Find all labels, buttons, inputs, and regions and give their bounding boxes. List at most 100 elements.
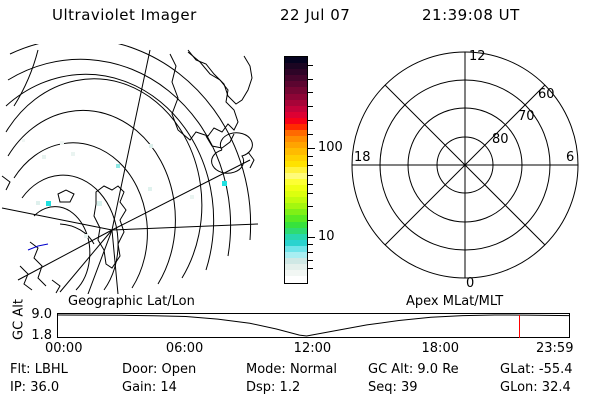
colorbar-minor-tick	[308, 133, 313, 135]
colorbar-segment	[285, 63, 307, 70]
colorbar-segment	[285, 197, 307, 204]
colorbar-segment	[285, 276, 307, 283]
status-value: 14	[156, 380, 177, 395]
status-glat: GLat: -55.4	[500, 362, 573, 377]
timeline-xtick-label: 12:00	[293, 341, 332, 356]
instrument-title: Ultraviolet Imager	[52, 6, 197, 24]
colorbar-segment	[285, 136, 307, 143]
status-value: Normal	[285, 362, 337, 377]
status-door: Door: Open	[122, 362, 196, 377]
status-label: GC Alt:	[368, 362, 414, 377]
colorbar-segment	[285, 221, 307, 228]
status-value: Open	[157, 362, 197, 377]
colorbar-segment	[285, 130, 307, 137]
status-label: Seq:	[368, 380, 397, 395]
timeline-xtick-label: 18:00	[421, 341, 459, 356]
status-gc-alt: GC Alt: 9.0 Re	[368, 362, 459, 377]
status-value: -55.4	[534, 362, 573, 377]
status-value: 9.0 Re	[413, 362, 459, 377]
colorbar-major-tick	[308, 148, 315, 150]
colorbar-minor-tick	[308, 65, 313, 67]
colorbar-minor-tick	[308, 268, 313, 270]
status-value: 36.0	[26, 380, 60, 395]
status-glon: GLon: 32.4	[500, 380, 571, 395]
status-mode: Mode: Normal	[246, 362, 337, 377]
colorbar-segment	[285, 166, 307, 173]
colorbar-segment	[285, 124, 307, 131]
status-label: GLat:	[500, 362, 535, 377]
colorbar-segment	[285, 178, 307, 185]
mlt-label-18: 18	[354, 150, 371, 165]
colorbar-minor-tick	[308, 156, 313, 158]
colorbar-minor-tick	[308, 252, 313, 254]
mlat-label-80: 80	[492, 132, 509, 147]
geographic-projection-panel	[0, 44, 262, 294]
observation-date: 22 Jul 07	[280, 6, 351, 24]
polar-grid-image: 12 18 6 0 60 70 80	[351, 49, 579, 291]
colorbar-minor-tick	[308, 106, 313, 108]
colorbar-segment	[285, 191, 307, 198]
colorbar-segment	[285, 111, 307, 118]
altitude-timeline-panel: GC Alt 9.0 1.8 Geographic Lat/Lon Apex M…	[0, 292, 600, 358]
colorbar-segment	[285, 227, 307, 234]
header-bar: Ultraviolet Imager 22 Jul 07 21:39:08 UT	[0, 6, 600, 32]
colorbar-minor-tick	[308, 174, 313, 176]
status-label: IP:	[10, 380, 27, 395]
colorbar-segment	[285, 252, 307, 259]
mlt-spokes	[352, 52, 578, 278]
timeline-plot-box[interactable]	[57, 313, 570, 338]
colorbar-segment	[285, 105, 307, 112]
colorbar-segment	[285, 154, 307, 161]
status-value: LBHL	[30, 362, 68, 377]
status-value: 39	[396, 380, 418, 395]
colorbar-segment	[285, 57, 307, 64]
status-gain: Gain: 14	[122, 380, 177, 395]
colorbar-minor-tick	[308, 244, 313, 246]
colorbar-minor-tick	[308, 119, 313, 121]
colorbar-segment	[285, 69, 307, 76]
status-flight: Flt: LBHL	[10, 362, 68, 377]
colorbar-segment	[285, 75, 307, 82]
colorbar-minor-tick	[308, 165, 313, 167]
timeline-ytick-low: 1.8	[31, 328, 52, 343]
status-ip: IP: 36.0	[10, 380, 59, 395]
magnetic-polar-panel: 12 18 6 0 60 70 80	[340, 44, 600, 294]
status-label: Dsp:	[246, 380, 276, 395]
status-value: 1.2	[275, 380, 301, 395]
current-time-marker	[519, 315, 521, 338]
colorbar-minor-tick	[308, 183, 313, 185]
colorbar-tick-label: 10	[318, 228, 335, 244]
geographic-image	[1, 44, 259, 294]
colorbar-minor-tick	[308, 220, 313, 222]
colorbar-segment	[285, 93, 307, 100]
colorbar-minor-tick	[308, 78, 313, 80]
status-footer: Flt: LBHL Door: Open Mode: Normal GC Alt…	[0, 362, 600, 400]
timeline-caption-geographic: Geographic Lat/Lon	[68, 294, 195, 309]
timeline-xtick-label: 00:00	[45, 341, 83, 356]
coastline-outlines	[1, 49, 255, 294]
colorbar-segment	[285, 117, 307, 125]
colorbar-minor-tick	[308, 260, 313, 262]
colorbar-minor-tick	[308, 92, 313, 94]
colorbar-segment	[285, 142, 307, 149]
status-value: 32.4	[537, 380, 571, 395]
mlt-label-0: 0	[466, 276, 474, 291]
colorbar-gradient	[284, 56, 308, 284]
colorbar-segment	[285, 239, 307, 246]
status-label: GLon:	[500, 380, 538, 395]
colorbar-segment	[285, 203, 307, 210]
status-dsp: Dsp: 1.2	[246, 380, 300, 395]
colorbar-segment	[285, 209, 307, 216]
mlt-label-12: 12	[469, 49, 486, 64]
geographic-latlon-grid	[5, 44, 252, 291]
colorbar-segment	[285, 270, 307, 277]
status-label: Mode:	[246, 362, 286, 377]
mlt-label-6: 6	[566, 150, 574, 165]
terminator-curve	[27, 243, 49, 251]
colorbar-segment	[285, 172, 307, 179]
colorbar-segment	[285, 160, 307, 167]
colorbar-segment	[285, 245, 307, 252]
colorbar-major-tick	[308, 236, 315, 238]
